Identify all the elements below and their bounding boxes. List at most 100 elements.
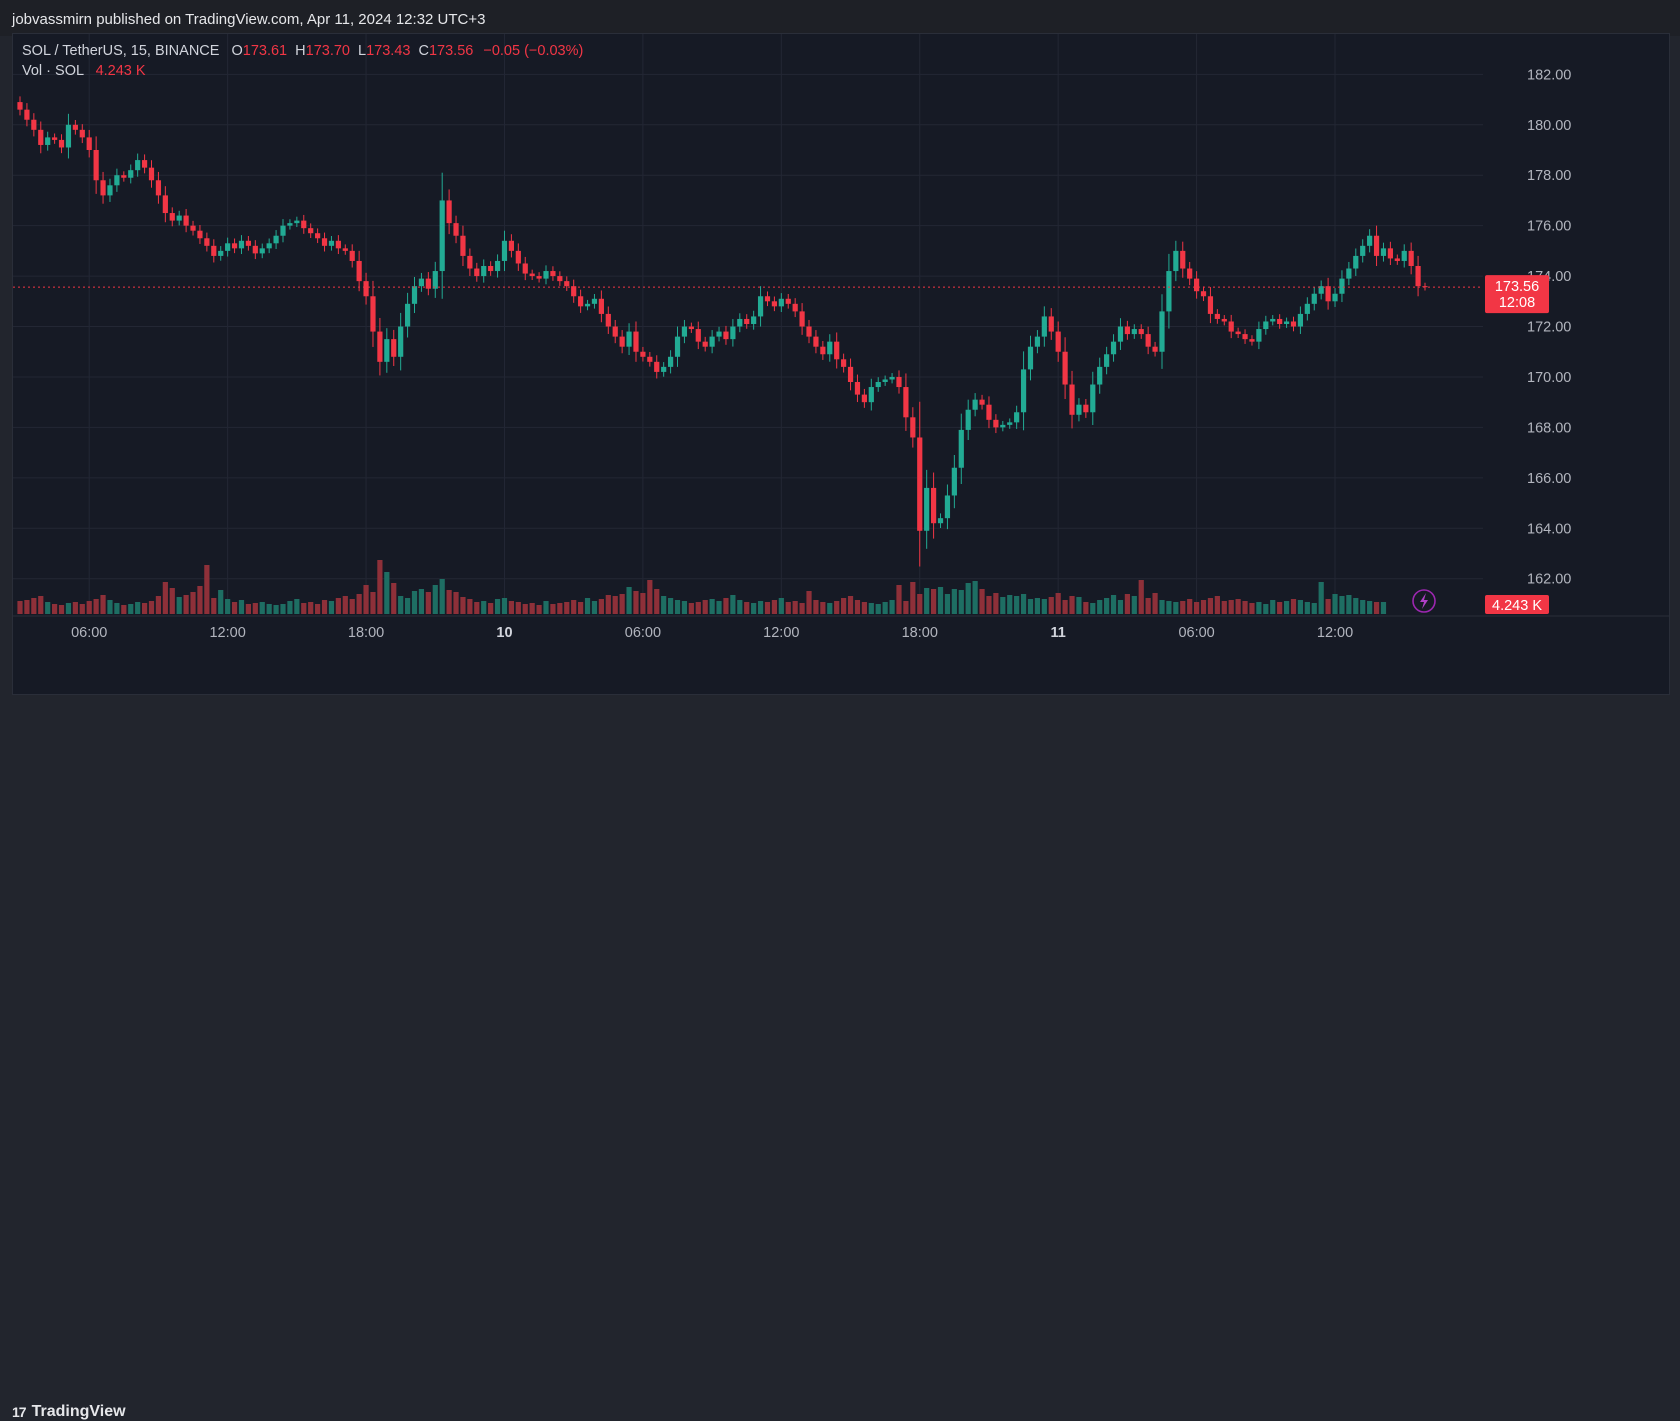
volume-bar	[1346, 595, 1352, 614]
price-chart[interactable]: 182.00180.00178.00176.00174.00172.00170.…	[13, 34, 1669, 694]
candle-body	[986, 404, 992, 420]
candle-body	[1062, 351, 1068, 385]
candle-body	[259, 248, 265, 254]
candle-body	[1339, 278, 1345, 294]
volume-bar	[557, 603, 563, 614]
volume-bar	[114, 603, 120, 614]
open-label: O	[231, 43, 243, 59]
symbol-label[interactable]: SOL / TetherUS, 15, BINANCE	[22, 43, 220, 59]
volume-bar	[148, 601, 155, 614]
candle-body	[280, 225, 286, 236]
last-volume-box	[1485, 595, 1549, 614]
candle-body	[301, 220, 307, 229]
volume-bar	[225, 599, 231, 614]
candle-body	[958, 429, 964, 468]
candle-body	[1117, 326, 1124, 342]
volume-bar	[79, 604, 85, 614]
volume-bar	[183, 595, 189, 614]
volume-bar	[1353, 598, 1359, 614]
volume-bar	[1076, 597, 1082, 614]
chart-area[interactable]: 182.00 180.00 178.00 176.00 174.00 172.00 170.…	[12, 33, 1670, 695]
candle-body	[287, 223, 293, 226]
candle-body	[785, 298, 791, 304]
candle-body	[536, 276, 542, 279]
x-tick-label: 06:00	[71, 625, 107, 641]
volume-value: 4.243 K	[95, 63, 146, 79]
volume-bar	[799, 603, 805, 614]
volume-bar	[688, 603, 694, 614]
volume-bar	[1207, 598, 1214, 614]
candle-body	[1145, 334, 1151, 347]
candle-body	[757, 296, 764, 317]
volume-bar	[1263, 604, 1269, 614]
candle-body	[1353, 255, 1359, 269]
candle-body	[65, 124, 72, 148]
candle-body	[993, 419, 999, 428]
candle-body	[377, 331, 383, 362]
candle-body	[321, 238, 328, 246]
candle-body	[896, 376, 902, 388]
tradingview-brand[interactable]: 17 TradingView	[12, 1403, 126, 1421]
volume-bar	[1090, 603, 1096, 614]
candle-body	[225, 243, 231, 251]
volume-bar	[342, 596, 348, 614]
volume-bar	[52, 604, 58, 614]
candle-body	[661, 366, 667, 372]
candle-body	[813, 336, 819, 347]
close-label: C	[418, 43, 429, 59]
candle-body	[453, 223, 459, 236]
volume-bar	[792, 601, 798, 614]
last-volume-label: 4.243 K	[1492, 598, 1542, 614]
candle-body	[128, 170, 134, 178]
candle-body	[356, 260, 362, 282]
footer: 17 TradingView	[0, 697, 1680, 1420]
candle-body	[245, 240, 251, 246]
candle-body	[238, 240, 245, 249]
last-price-box	[1485, 275, 1549, 314]
candle-body	[1235, 331, 1241, 335]
volume-bar	[398, 596, 404, 614]
volume-bar	[889, 600, 895, 614]
lightning-icon[interactable]	[1412, 589, 1436, 613]
candle-body	[882, 379, 888, 382]
volume-bar	[488, 603, 494, 614]
volume-bar	[1325, 599, 1331, 614]
volume-bar	[515, 602, 521, 614]
candle-body	[1055, 331, 1061, 352]
volume-bar	[1200, 600, 1207, 614]
volume-bar	[1380, 602, 1387, 614]
volume-bar	[1304, 602, 1310, 614]
volume-bar	[418, 589, 425, 614]
candle-body	[1256, 329, 1262, 342]
volume-bar	[370, 592, 376, 614]
candle-body	[1104, 354, 1110, 367]
candle-body	[1214, 313, 1220, 319]
volume-label[interactable]: Vol · SOL	[22, 63, 84, 79]
candle-body	[792, 303, 798, 312]
open-value: 173.61	[242, 43, 288, 59]
volume-bar	[17, 601, 23, 614]
candle-body	[197, 230, 203, 239]
candle-body	[1000, 424, 1006, 428]
volume-bar	[1027, 599, 1034, 614]
candle-body	[155, 180, 162, 196]
candle-body	[1180, 250, 1186, 269]
volume-bar	[584, 598, 591, 614]
ohlc-legend: SOL / TetherUS, 15, BINANCE O173.61 H173…	[22, 43, 583, 59]
volume-bar	[245, 604, 251, 614]
candle-body	[827, 341, 833, 355]
volume-bar	[1214, 596, 1220, 614]
volume-bar	[321, 600, 328, 614]
candle-body	[148, 167, 155, 181]
candle-body	[1069, 384, 1075, 415]
volume-bar	[716, 601, 722, 614]
candle-body	[114, 175, 120, 186]
candle-body	[1207, 296, 1214, 314]
candle-body	[847, 366, 854, 382]
candle-body	[1318, 286, 1324, 294]
volume-bar	[1311, 603, 1317, 614]
volume-bar	[529, 603, 535, 614]
candle-body	[45, 137, 51, 145]
volume-bar	[612, 596, 618, 614]
candle-body	[1360, 245, 1366, 256]
